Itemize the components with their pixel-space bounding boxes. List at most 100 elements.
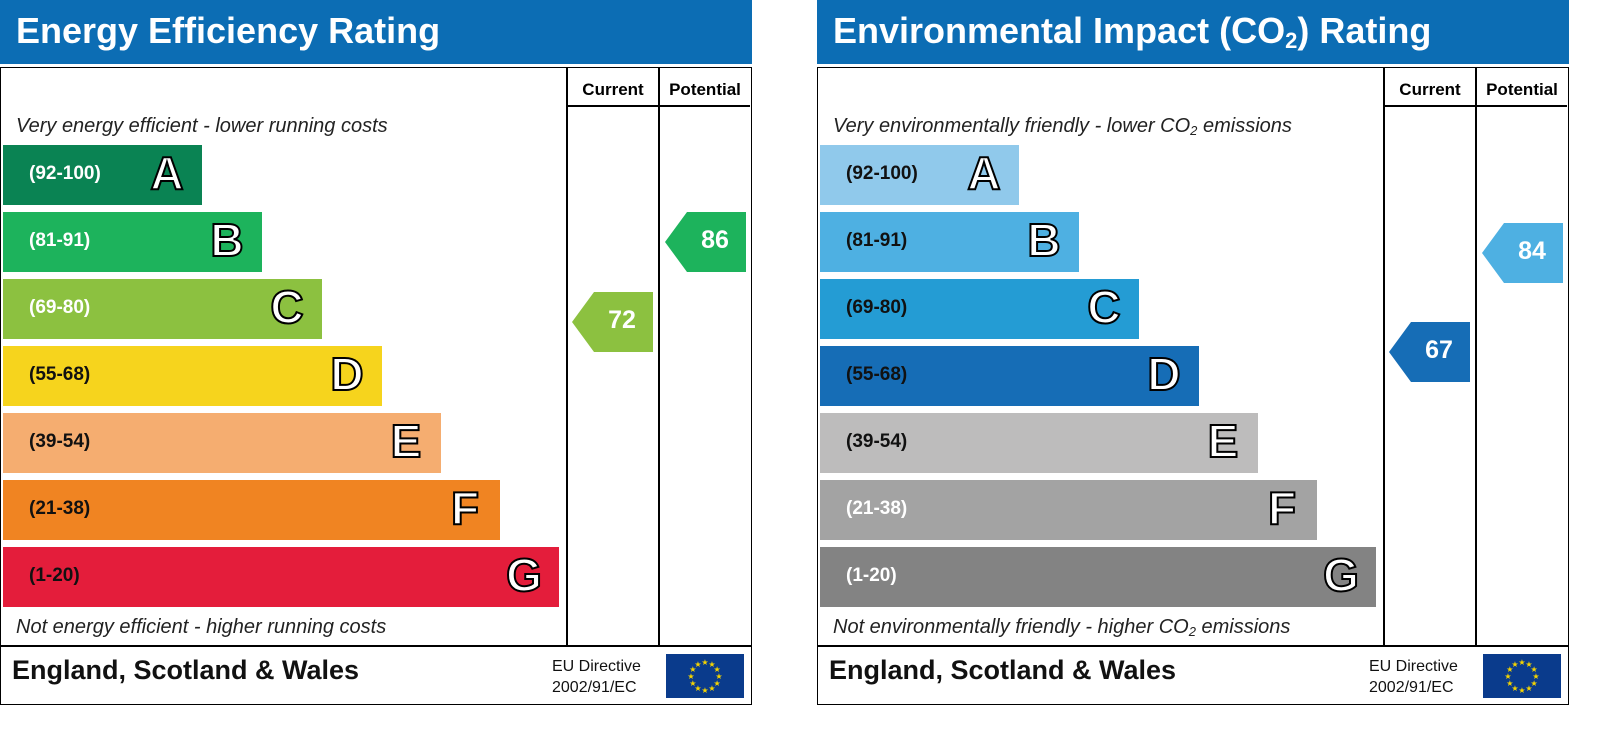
band-g: (1-20) G — [820, 547, 1376, 607]
band-a: (92-100) A — [3, 145, 202, 205]
title-bar: Energy Efficiency Rating — [0, 0, 752, 64]
arrow-shape — [572, 291, 653, 352]
footer-divider — [0, 645, 752, 647]
arrow-polygon — [572, 291, 653, 352]
star-icon: ★ — [694, 684, 701, 693]
column-header-current: Current — [1399, 80, 1461, 99]
star-icon: ★ — [708, 660, 715, 669]
current-rating-value: 72 — [608, 305, 636, 334]
band-letter: F — [450, 481, 480, 535]
top-note-suffix: emissions — [1197, 115, 1292, 137]
arrow-shape — [665, 212, 746, 272]
flag-background — [666, 654, 744, 698]
current-rating-value: 67 — [1425, 335, 1453, 364]
footer-region: England, Scotland & Wales — [829, 655, 1177, 685]
band-letter: E — [1207, 414, 1240, 468]
band-b: (81-91) B — [820, 212, 1079, 272]
directive-line2: 2002/91/EC — [552, 679, 637, 696]
chart-title: Environmental Impact (CO2) Rating — [833, 10, 1431, 54]
band-f: (21-38) F — [3, 480, 500, 540]
footer-divider — [817, 645, 1569, 647]
star-icon: ★ — [1506, 679, 1513, 688]
flag-background — [1483, 654, 1561, 698]
band-range-label: (92-100) — [29, 163, 101, 184]
title-main: Environmental Impact (CO — [833, 10, 1286, 51]
band-letter: B — [209, 213, 244, 267]
eu-directive: EU Directive 2002/91/EC — [1369, 656, 1458, 698]
star-icon: ★ — [689, 679, 696, 688]
band-range-label: (21-38) — [29, 498, 91, 519]
eu-flag-icon: ★ ★★★★★★★★★★★ — [666, 654, 744, 698]
star-icon: ★ — [714, 665, 721, 674]
band-range-label: (39-54) — [29, 431, 91, 452]
star-icon: ★ — [708, 684, 715, 693]
header-divider — [566, 105, 750, 107]
band-letter: D — [329, 347, 364, 401]
star-icon: ★ — [687, 672, 694, 681]
star-icon: ★ — [1532, 672, 1539, 681]
band-range-label: (21-38) — [846, 498, 908, 519]
star-icon: ★ — [1531, 665, 1538, 674]
star-icon: ★ — [714, 679, 721, 688]
band-range-label: (81-91) — [846, 230, 908, 251]
potential-rating-arrow: 86 — [665, 212, 746, 272]
band-letter: G — [1322, 548, 1360, 602]
current-rating-arrow: 67 — [1389, 321, 1470, 382]
column-divider — [566, 68, 568, 646]
band-range-label: (92-100) — [846, 163, 918, 184]
potential-rating-value: 86 — [701, 226, 729, 254]
star-icon: ★ — [1518, 658, 1525, 667]
title-subscript: 2 — [1285, 28, 1298, 53]
column-header-current: Current — [582, 80, 644, 99]
star-icon: ★ — [701, 658, 708, 667]
top-note: Very environmentally friendly - lower CO… — [833, 115, 1292, 138]
band-a: (92-100) A — [820, 145, 1019, 205]
band-g: (1-20) G — [3, 547, 559, 607]
bottom-note-subscript: 2 — [1188, 624, 1196, 639]
column-divider — [1383, 68, 1385, 646]
bottom-note-main: Not environmentally friendly - higher CO — [833, 616, 1189, 638]
column-header-potential: Potential — [1486, 80, 1558, 99]
energy-efficiency-chart: Energy Efficiency Rating Current Potenti… — [0, 0, 752, 756]
band-letter: F — [1267, 481, 1297, 535]
column-divider — [1475, 68, 1477, 646]
star-icon: ★ — [1506, 665, 1513, 674]
footer-region: England, Scotland & Wales — [12, 655, 360, 685]
current-rating-arrow: 72 — [572, 291, 653, 352]
band-range-label: (39-54) — [846, 431, 908, 452]
chart-title: Energy Efficiency Rating — [16, 10, 441, 51]
potential-rating-arrow: 84 — [1482, 223, 1563, 284]
band-letter: B — [1026, 213, 1061, 267]
band-letter: D — [1146, 347, 1181, 401]
bottom-note-suffix: emissions — [1195, 616, 1291, 638]
star-icon: ★ — [1518, 686, 1525, 695]
bottom-note: Not environmentally friendly - higher CO… — [833, 616, 1290, 639]
band-range-label: (55-68) — [846, 364, 908, 385]
band-letter: C — [269, 280, 304, 334]
star-icon: ★ — [1525, 660, 1532, 669]
arrow-shape — [1482, 223, 1563, 284]
star-icon: ★ — [689, 665, 696, 674]
band-letter: A — [966, 146, 1001, 200]
star-icon: ★ — [1511, 660, 1518, 669]
band-d: (55-68) D — [3, 346, 382, 406]
arrow-shape — [1389, 321, 1470, 382]
band-range-label: (1-20) — [846, 565, 897, 586]
header-divider — [1383, 105, 1567, 107]
band-letter: E — [390, 414, 423, 468]
band-c: (69-80) C — [3, 279, 322, 339]
directive-line1: EU Directive — [1369, 658, 1458, 675]
band-e: (39-54) E — [820, 413, 1258, 473]
band-c: (69-80) C — [820, 279, 1139, 339]
band-letter: C — [1086, 280, 1121, 334]
column-divider — [658, 68, 660, 646]
band-letter: G — [505, 548, 543, 602]
band-range-label: (81-91) — [29, 230, 91, 251]
star-icon: ★ — [1504, 672, 1511, 681]
star-icon: ★ — [1531, 679, 1538, 688]
bottom-note: Not energy efficient - higher running co… — [16, 616, 387, 638]
top-note: Very energy efficient - lower running co… — [16, 115, 388, 137]
directive-line2: 2002/91/EC — [1369, 679, 1454, 696]
arrow-polygon — [665, 212, 746, 272]
star-icon: ★ — [1511, 684, 1518, 693]
